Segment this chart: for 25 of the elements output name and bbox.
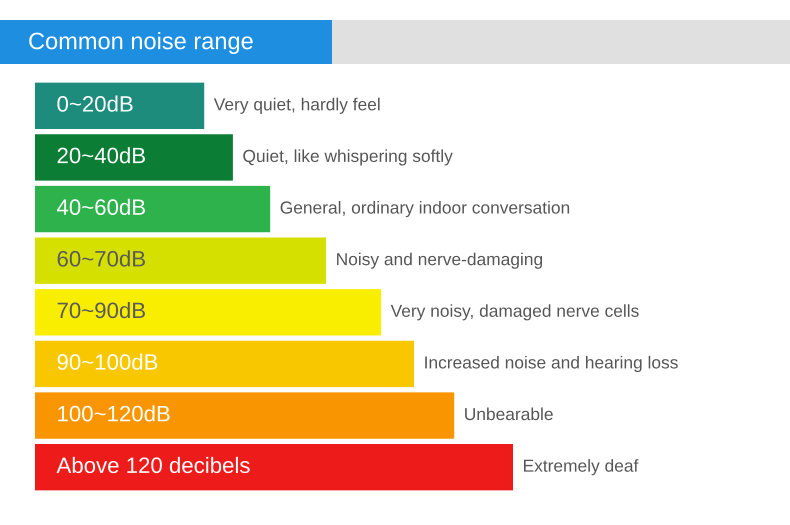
y-tick-label: 70~90dB bbox=[58, 302, 145, 318]
y-tick-label: 90~100dB bbox=[58, 354, 158, 370]
annotation: General, ordinary indoor conversation bbox=[280, 200, 570, 218]
y-tick-label: 40~60dB bbox=[57, 198, 145, 216]
annotation: Very noisy, damaged nerve cells bbox=[390, 304, 639, 320]
bar bbox=[35, 134, 233, 181]
bar bbox=[35, 340, 414, 388]
bar bbox=[35, 186, 270, 232]
chart-title: Common noise range bbox=[29, 32, 253, 54]
y-tick-label: 20~40dB bbox=[58, 147, 145, 164]
annotation: Very quiet, hardly feel bbox=[214, 98, 380, 114]
bar bbox=[35, 289, 382, 336]
annotation: Quiet, like whispering softly bbox=[243, 149, 453, 166]
y-tick-label: 0~20dB bbox=[57, 95, 133, 112]
y-tick-label: 100~120dB bbox=[58, 405, 170, 422]
bar bbox=[35, 392, 454, 439]
annotation: Unbearable bbox=[465, 407, 553, 420]
y-tick-label: 60~70dB bbox=[58, 250, 145, 267]
bar bbox=[35, 82, 204, 130]
y-tick-label: Above 120 decibels bbox=[56, 456, 250, 474]
annotation: Extremely deaf bbox=[524, 459, 638, 476]
annotation: Increased noise and hearing loss bbox=[425, 356, 678, 372]
bar bbox=[35, 237, 326, 284]
annotation: Noisy and nerve-damaging bbox=[337, 252, 542, 269]
bar bbox=[35, 444, 513, 490]
